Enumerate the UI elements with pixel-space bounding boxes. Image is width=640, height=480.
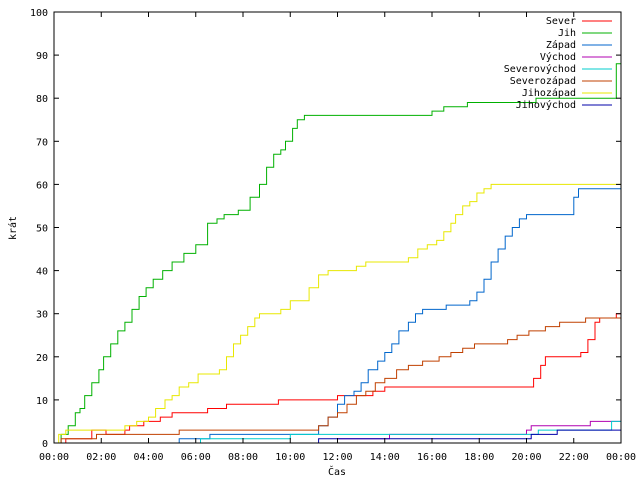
legend-label: Severozápad — [510, 75, 576, 87]
y-tick-label: 30 — [36, 310, 48, 321]
legend: SeverJihZápadVýchodSeverovýchodSeverozáp… — [504, 16, 612, 111]
y-tick-label: 10 — [36, 396, 48, 407]
x-tick-label: 00:00 — [39, 452, 69, 463]
legend-label: Jihozápad — [522, 87, 576, 99]
x-tick-label: 00:00 — [606, 452, 636, 463]
series-line-1 — [54, 313, 621, 444]
series-line-2 — [54, 37, 622, 444]
x-tick-label: 08:00 — [228, 452, 258, 463]
x-tick-label: 10:00 — [275, 452, 305, 463]
series-line-6 — [54, 317, 621, 444]
x-tick-label: 22:00 — [559, 452, 589, 463]
y-tick-label: 80 — [36, 94, 48, 105]
y-axis-title: krát — [7, 216, 19, 240]
x-tick-label: 02:00 — [86, 452, 116, 463]
y-tick-label: 40 — [36, 267, 48, 278]
x-tick-label: 06:00 — [181, 452, 211, 463]
y-tick-label: 60 — [36, 180, 48, 191]
y-tick-label: 70 — [36, 137, 48, 148]
legend-label: Sever — [546, 16, 576, 27]
y-tick-label: 50 — [36, 224, 48, 235]
x-tick-label: 18:00 — [464, 452, 494, 463]
legend-label: Jih — [558, 28, 576, 39]
y-tick-label: 20 — [36, 353, 48, 364]
legend-label: Východ — [540, 51, 576, 63]
x-tick-label: 16:00 — [417, 452, 447, 463]
x-tick-label: 20:00 — [511, 452, 541, 463]
y-tick-label: 100 — [30, 8, 48, 19]
y-tick-label: 0 — [42, 439, 48, 450]
series-line-7 — [54, 183, 621, 444]
x-tick-label: 12:00 — [322, 452, 352, 463]
x-tick-label: 04:00 — [133, 452, 163, 463]
legend-label: Jihovýchod — [516, 99, 576, 111]
x-axis-title: Čas — [328, 465, 346, 478]
x-tick-label: 14:00 — [370, 452, 400, 463]
legend-label: Západ — [546, 39, 576, 51]
legend-label: Severovýchod — [504, 63, 576, 75]
y-tick-label: 90 — [36, 51, 48, 62]
tick-layer: 00:00 02:00 04:00 06:00 08:00 10:00 12:00 14:00… — [30, 8, 636, 463]
